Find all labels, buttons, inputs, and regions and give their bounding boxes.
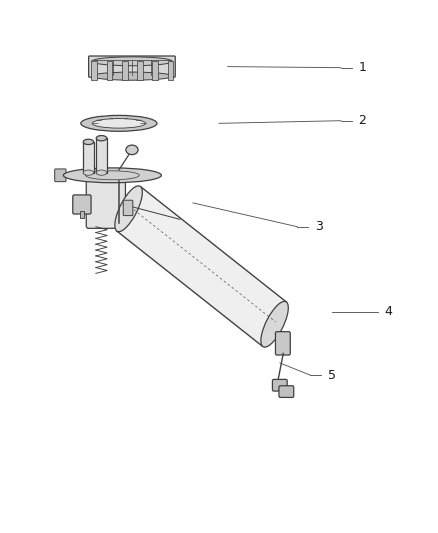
FancyBboxPatch shape (86, 180, 125, 228)
Bar (107, 61, 113, 80)
Ellipse shape (83, 139, 94, 144)
Bar (96, 138, 107, 173)
Ellipse shape (96, 170, 107, 175)
Polygon shape (117, 187, 286, 346)
Ellipse shape (126, 145, 138, 155)
Ellipse shape (92, 72, 172, 80)
Ellipse shape (261, 301, 288, 347)
Ellipse shape (64, 168, 161, 183)
FancyBboxPatch shape (55, 169, 66, 182)
Bar (80, 212, 84, 217)
Text: 3: 3 (315, 220, 323, 233)
FancyBboxPatch shape (88, 56, 175, 77)
Text: 4: 4 (385, 305, 392, 318)
FancyBboxPatch shape (272, 379, 287, 391)
Text: 5: 5 (328, 369, 336, 382)
Ellipse shape (83, 170, 94, 175)
FancyBboxPatch shape (123, 200, 133, 216)
FancyBboxPatch shape (279, 386, 294, 398)
Bar (92, 61, 97, 80)
Text: 1: 1 (358, 61, 366, 74)
Bar (137, 61, 143, 80)
Ellipse shape (115, 186, 142, 232)
Bar (168, 61, 173, 80)
Bar (152, 61, 158, 80)
FancyBboxPatch shape (276, 332, 290, 355)
Bar (83, 142, 94, 173)
Text: 2: 2 (358, 114, 366, 127)
Ellipse shape (81, 115, 157, 131)
FancyBboxPatch shape (73, 195, 91, 214)
Ellipse shape (92, 118, 145, 128)
Bar (122, 61, 127, 80)
Ellipse shape (96, 135, 107, 141)
Ellipse shape (92, 57, 172, 66)
